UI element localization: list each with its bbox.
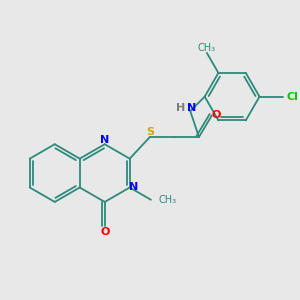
- Text: CH₃: CH₃: [198, 43, 216, 53]
- Text: O: O: [212, 110, 221, 120]
- Text: N: N: [100, 135, 109, 145]
- Text: O: O: [100, 227, 110, 237]
- Text: N: N: [129, 182, 139, 193]
- Text: Cl: Cl: [287, 92, 299, 102]
- Text: N: N: [187, 103, 196, 113]
- Text: CH₃: CH₃: [158, 195, 176, 205]
- Text: H: H: [176, 103, 185, 113]
- Text: S: S: [146, 127, 154, 137]
